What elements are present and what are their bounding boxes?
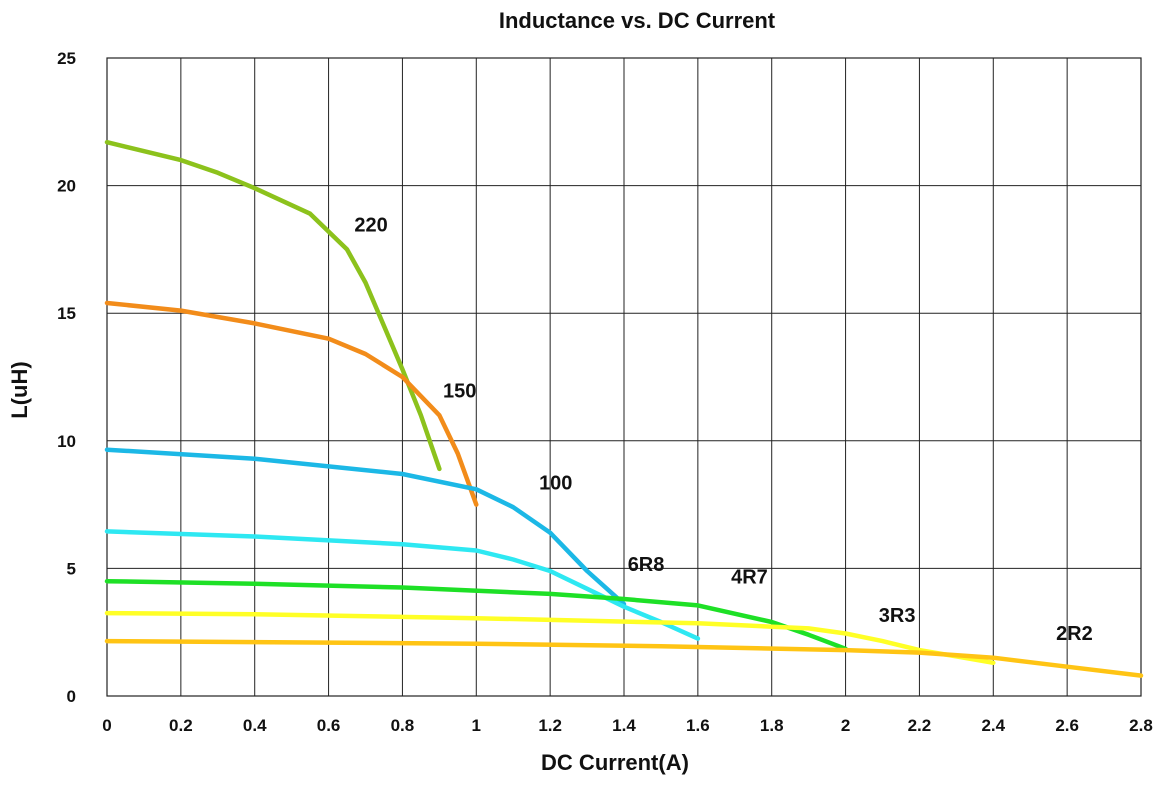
x-tick-label: 0.4: [243, 716, 267, 735]
series-label-3r3: 3R3: [879, 605, 916, 627]
x-tick-label: 0: [102, 716, 111, 735]
plot-area-frame: [106, 57, 1142, 697]
series-label-6r8: 6R8: [628, 554, 665, 576]
x-tick-label: 1.2: [538, 716, 562, 735]
series-line-2r2: [104, 638, 1144, 678]
series-label-220: 220: [354, 215, 387, 237]
series-line-100: [104, 447, 627, 607]
x-tick-label: 0.6: [317, 716, 341, 735]
x-tick-label: 1.6: [686, 716, 710, 735]
series-line-4r7: [104, 578, 848, 652]
series-line-150: [104, 300, 479, 507]
series-line-6r8: [104, 529, 701, 641]
x-tick-label: 1: [472, 716, 481, 735]
series-lines: [104, 139, 1144, 678]
grid: [106, 57, 1142, 697]
chart-title: Inductance vs. DC Current: [499, 8, 776, 33]
y-tick-label: 5: [67, 559, 76, 578]
y-axis-label: L(uH): [7, 361, 32, 418]
x-axis-label: DC Current(A): [541, 750, 689, 775]
x-tick-labels: 0 0.2 0.4 0.6 0.8 1 1.2 1.4 1.6 1.8 2 2.2 2.4 2.6 2.8: [102, 716, 1153, 735]
y-tick-label: 10: [57, 432, 76, 451]
x-tick-label: 1.8: [760, 716, 784, 735]
series-label-4r7: 4R7: [731, 567, 768, 589]
x-tick-label: 2.2: [908, 716, 932, 735]
series-label-100: 100: [539, 472, 572, 494]
y-tick-label: 15: [57, 304, 76, 323]
x-tick-label: 1.4: [612, 716, 636, 735]
series-line-220: [104, 139, 442, 472]
y-tick-label: 20: [57, 177, 76, 196]
x-tick-label: 0.2: [169, 716, 193, 735]
x-tick-label: 2: [841, 716, 850, 735]
x-tick-label: 2.4: [981, 716, 1005, 735]
y-tick-labels: 0 5 10 15 20 25: [57, 49, 76, 706]
y-tick-label: 0: [67, 687, 76, 706]
x-tick-label: 0.8: [391, 716, 415, 735]
x-tick-label: 2.8: [1129, 716, 1153, 735]
x-tick-label: 2.6: [1055, 716, 1079, 735]
series-label-2r2: 2R2: [1056, 623, 1093, 645]
series-label-150: 150: [443, 380, 476, 402]
y-tick-label: 25: [57, 49, 76, 68]
series-labels: 220 150 100 6R8 4R7 3R3 2R2: [354, 215, 1092, 645]
